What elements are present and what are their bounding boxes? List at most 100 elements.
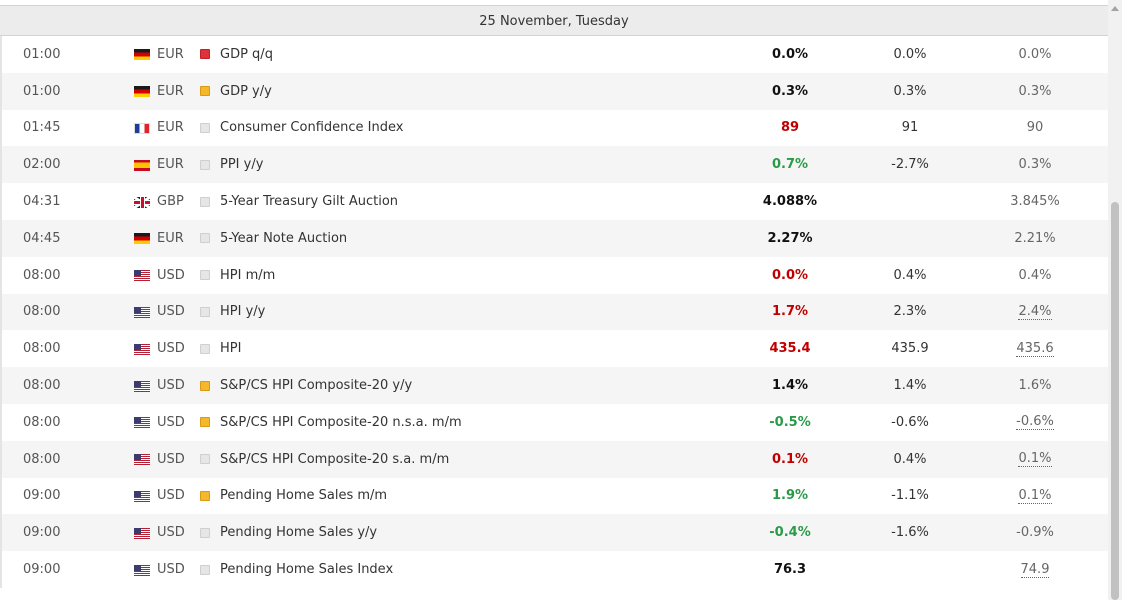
event-row[interactable]: 08:00 USD S&P/CS HPI Composite-20 y/y 1.4% 1…	[0, 367, 1108, 404]
event-name-link[interactable]: S&P/CS HPI Composite-20 s.a. m/m	[220, 451, 450, 467]
event-previous-value: 3.845%	[1010, 194, 1060, 210]
event-previous: 0.1%	[985, 441, 1085, 478]
event-previous: 0.0%	[985, 36, 1085, 73]
event-name-link[interactable]: 5-Year Note Auction	[220, 230, 348, 246]
event-row[interactable]: 01:00 EUR GDP q/q 0.0% 0.0% 0.0%	[0, 36, 1108, 73]
event-name-link[interactable]: S&P/CS HPI Composite-20 n.s.a. m/m	[220, 414, 462, 430]
fr-flag-icon	[134, 122, 150, 134]
impact-medium-icon	[200, 417, 210, 428]
impact-low-icon	[200, 454, 210, 465]
event-name-link[interactable]: GDP y/y	[220, 83, 272, 99]
impact-low-icon	[200, 159, 210, 170]
event-actual: 0.7%	[771, 157, 809, 173]
event-row[interactable]: 02:00 EUR PPI y/y 0.7% -2.7% 0.3%	[0, 146, 1108, 184]
event-currency: USD	[157, 525, 185, 541]
event-name-link[interactable]: 5-Year Treasury Gilt Auction	[220, 194, 399, 210]
event-currency: USD	[157, 304, 185, 320]
event-name-link[interactable]: HPI m/m	[220, 267, 276, 283]
event-actual: 4.088%	[762, 194, 818, 210]
event-previous-value[interactable]: 0.1%	[1018, 487, 1052, 504]
event-time: 08:00	[23, 451, 61, 467]
event-row[interactable]: 08:00 USD HPI m/m 0.0% 0.4% 0.4%	[0, 256, 1108, 294]
event-currency: EUR	[157, 230, 184, 246]
event-name-link[interactable]: Pending Home Sales Index	[220, 562, 394, 578]
event-name-link[interactable]: GDP q/q	[220, 46, 273, 62]
us-flag-icon	[134, 454, 150, 466]
event-time: 08:00	[23, 304, 61, 320]
event-row[interactable]: 08:00 USD HPI 435.4 435.9 435.6	[0, 330, 1108, 368]
event-name-link[interactable]: HPI	[220, 341, 242, 357]
event-row[interactable]: 09:00 USD Pending Home Sales m/m 1.9% -1.1% 0…	[0, 477, 1108, 515]
event-previous-value: 0.3%	[1018, 157, 1052, 173]
event-previous-value: 0.4%	[1018, 267, 1052, 283]
event-previous-value: -0.9%	[1016, 525, 1054, 541]
event-actual: -0.5%	[769, 414, 811, 430]
event-previous-value[interactable]: 2.4%	[1018, 303, 1052, 320]
event-forecast: -1.1%	[891, 488, 929, 504]
event-time: 04:45	[23, 230, 61, 246]
event-currency: USD	[157, 488, 185, 504]
event-actual: 1.4%	[771, 378, 809, 394]
economic-calendar: 25 November, Tuesday 01:00 EUR GDP q/q 0.0%…	[0, 5, 1108, 600]
event-time: 01:00	[23, 46, 61, 62]
event-row[interactable]: 04:45 EUR 5-Year Note Auction 2.27% 2.21%	[0, 219, 1108, 257]
event-actual: 76.3	[773, 562, 807, 578]
event-row[interactable]: 08:00 USD S&P/CS HPI Composite-20 s.a. m/m…	[0, 440, 1108, 478]
event-actual: 0.3%	[771, 83, 809, 99]
event-actual: 1.7%	[771, 304, 809, 320]
impact-medium-icon	[200, 86, 210, 97]
event-list: 01:00 EUR GDP q/q 0.0% 0.0% 0.0% 01:00 EUR GDP y…	[0, 36, 1108, 588]
event-forecast: -1.6%	[891, 525, 929, 541]
event-previous-value[interactable]: 0.1%	[1018, 451, 1052, 468]
scroll-up-arrow-icon[interactable]	[1111, 6, 1119, 11]
de-flag-icon	[134, 86, 150, 98]
event-name-link[interactable]: S&P/CS HPI Composite-20 y/y	[220, 378, 413, 394]
event-actual: -0.4%	[769, 525, 811, 541]
event-forecast: 0.0%	[893, 46, 927, 62]
event-previous: 1.6%	[985, 367, 1085, 404]
event-previous: 90	[985, 110, 1085, 147]
event-name-link[interactable]: Pending Home Sales y/y	[220, 525, 378, 541]
event-currency: USD	[157, 414, 185, 430]
event-previous-value[interactable]: 435.6	[1016, 340, 1054, 357]
event-time: 08:00	[23, 414, 61, 430]
event-previous-value[interactable]: 74.9	[1020, 561, 1050, 578]
event-time: 01:45	[23, 120, 61, 136]
event-currency: EUR	[157, 83, 184, 99]
impact-low-icon	[200, 233, 210, 244]
us-flag-icon	[134, 343, 150, 355]
event-forecast: 0.4%	[893, 267, 927, 283]
event-row[interactable]: 08:00 USD HPI y/y 1.7% 2.3% 2.4%	[0, 293, 1108, 331]
event-time: 08:00	[23, 378, 61, 394]
event-previous: -0.6%	[985, 404, 1085, 441]
event-time: 01:00	[23, 83, 61, 99]
scrollbar-thumb[interactable]	[1111, 202, 1119, 600]
event-row[interactable]: 09:00 USD Pending Home Sales y/y -0.4% -1.6%…	[0, 514, 1108, 552]
event-previous: 435.6	[985, 330, 1085, 367]
impact-low-icon	[200, 343, 210, 354]
event-row[interactable]: 09:00 USD Pending Home Sales Index 76.3 74.9	[0, 551, 1108, 588]
event-actual: 435.4	[769, 341, 811, 357]
event-previous: -0.9%	[985, 514, 1085, 551]
event-actual: 2.27%	[767, 230, 813, 246]
event-row[interactable]: 04:31 GBP 5-Year Treasury Gilt Auction 4.08…	[0, 183, 1108, 220]
event-row[interactable]: 08:00 USD S&P/CS HPI Composite-20 n.s.a. m…	[0, 403, 1108, 441]
event-row[interactable]: 01:45 EUR Consumer Confidence Index 89 91 90	[0, 109, 1108, 147]
event-previous-value[interactable]: -0.6%	[1016, 414, 1054, 431]
event-time: 04:31	[23, 194, 61, 210]
event-name-link[interactable]: Consumer Confidence Index	[220, 120, 404, 136]
event-name-link[interactable]: Pending Home Sales m/m	[220, 488, 388, 504]
event-name-link[interactable]: PPI y/y	[220, 157, 264, 173]
vertical-scrollbar[interactable]	[1108, 0, 1122, 600]
impact-low-icon	[200, 122, 210, 133]
event-actual: 1.9%	[771, 488, 809, 504]
event-time: 08:00	[23, 341, 61, 357]
event-currency: USD	[157, 341, 185, 357]
event-forecast: 91	[901, 120, 919, 136]
event-name-link[interactable]: HPI y/y	[220, 304, 266, 320]
event-row[interactable]: 01:00 EUR GDP y/y 0.3% 0.3% 0.3%	[0, 72, 1108, 110]
us-flag-icon	[134, 306, 150, 318]
impact-high-icon	[200, 49, 210, 60]
event-actual: 0.0%	[771, 46, 809, 62]
event-forecast: -0.6%	[891, 414, 929, 430]
